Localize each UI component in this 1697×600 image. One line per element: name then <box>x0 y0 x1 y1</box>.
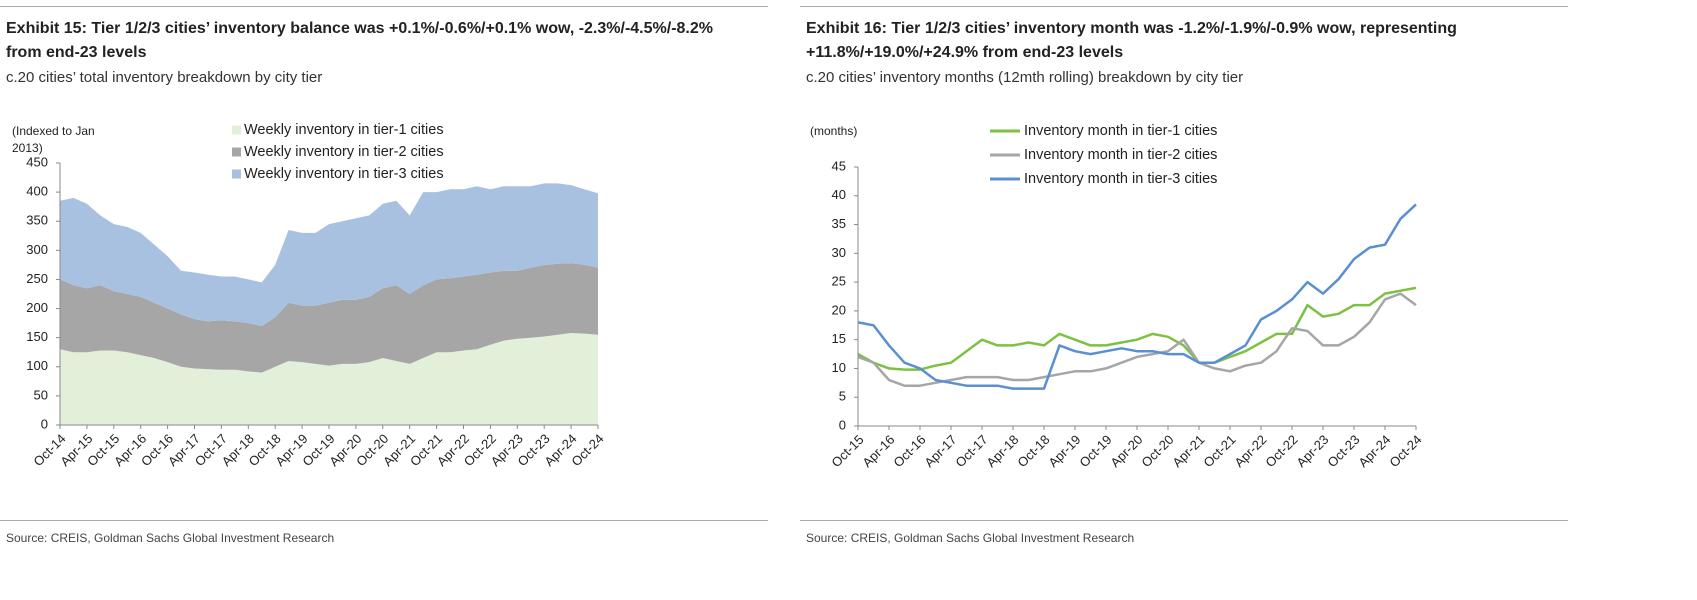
legend-label: Weekly inventory in tier-3 cities <box>244 166 444 182</box>
x-tick-label: Apr-23 <box>1293 432 1331 470</box>
y-tick-label: 30 <box>832 245 846 260</box>
chart-subtitle: c.20 cities’ inventory months (12mth rol… <box>806 69 1244 86</box>
x-tick-label: Apr-21 <box>1169 432 1207 470</box>
x-tick-label: Apr-19 <box>1045 432 1083 470</box>
x-tick-label: Oct-20 <box>1138 432 1176 470</box>
y-axis-label: (Indexed to Jan 2013) <box>12 124 95 155</box>
line <box>857 203 1417 390</box>
legend-label: Weekly inventory in tier-1 cities <box>244 122 444 138</box>
y-tick-label: 250 <box>26 271 48 286</box>
source-note: Source: CREIS, Goldman Sachs Global Inve… <box>6 531 335 545</box>
y-axis-label: (months) <box>810 124 858 138</box>
y-tick-label: 25 <box>832 274 846 289</box>
line <box>857 292 1417 387</box>
chart-title: Exhibit 16: Tier 1/2/3 cities’ inventory… <box>806 20 1457 61</box>
y-tick-label: 15 <box>832 331 846 346</box>
y-tick-label: 45 <box>832 158 846 173</box>
x-tick-label: Oct-18 <box>1014 432 1052 470</box>
legend-swatch <box>232 125 241 135</box>
x-tick-label: Oct-16 <box>890 432 928 470</box>
legend-label: Inventory month in tier-2 cities <box>1024 147 1217 163</box>
y-tick-label: 0 <box>41 416 48 431</box>
y-tick-label: 350 <box>26 213 48 228</box>
x-tick-label: Oct-22 <box>1262 432 1300 470</box>
legend-swatch <box>232 147 241 157</box>
area <box>60 333 598 425</box>
x-tick-label: Apr-20 <box>1107 432 1145 470</box>
y-tick-label: 100 <box>26 358 48 373</box>
y-tick-label: 0 <box>839 417 846 432</box>
chart-subtitle: c.20 cities’ total inventory breakdown b… <box>6 69 323 86</box>
y-tick-label: 20 <box>832 302 846 317</box>
area <box>60 183 598 326</box>
x-tick-label: Oct-19 <box>1076 432 1114 470</box>
y-tick-label: 35 <box>832 216 846 231</box>
x-tick-label: Apr-16 <box>859 432 897 470</box>
x-tick-label: Apr-17 <box>921 432 959 470</box>
y-tick-label: 40 <box>832 187 846 202</box>
area <box>60 263 598 373</box>
legend-label: Weekly inventory in tier-2 cities <box>244 144 444 160</box>
x-tick-label: Oct-24 <box>1386 432 1424 470</box>
y-tick-label: 50 <box>34 387 48 402</box>
line <box>857 286 1417 371</box>
chart-title: Exhibit 15: Tier 1/2/3 cities’ inventory… <box>6 20 713 61</box>
x-tick-label: Oct-17 <box>952 432 990 470</box>
x-tick-label: Oct-21 <box>1200 432 1238 470</box>
x-tick-label: Apr-18 <box>983 432 1021 470</box>
x-tick-label: Oct-23 <box>1324 432 1362 470</box>
x-tick-label: Apr-24 <box>1355 432 1393 470</box>
y-tick-label: 200 <box>26 300 48 315</box>
y-tick-label: 5 <box>839 389 846 404</box>
x-tick-label: Apr-22 <box>1231 432 1269 470</box>
y-tick-label: 400 <box>26 184 48 199</box>
x-tick-label: Oct-15 <box>828 432 866 470</box>
legend-label: Inventory month in tier-1 cities <box>1024 123 1217 139</box>
source-note: Source: CREIS, Goldman Sachs Global Inve… <box>806 531 1135 545</box>
legend-swatch <box>232 169 241 179</box>
y-tick-label: 450 <box>26 154 48 169</box>
y-tick-label: 300 <box>26 242 48 257</box>
y-tick-label: 150 <box>26 329 48 344</box>
y-tick-label: 10 <box>832 360 846 375</box>
legend-label: Inventory month in tier-3 cities <box>1024 171 1217 187</box>
